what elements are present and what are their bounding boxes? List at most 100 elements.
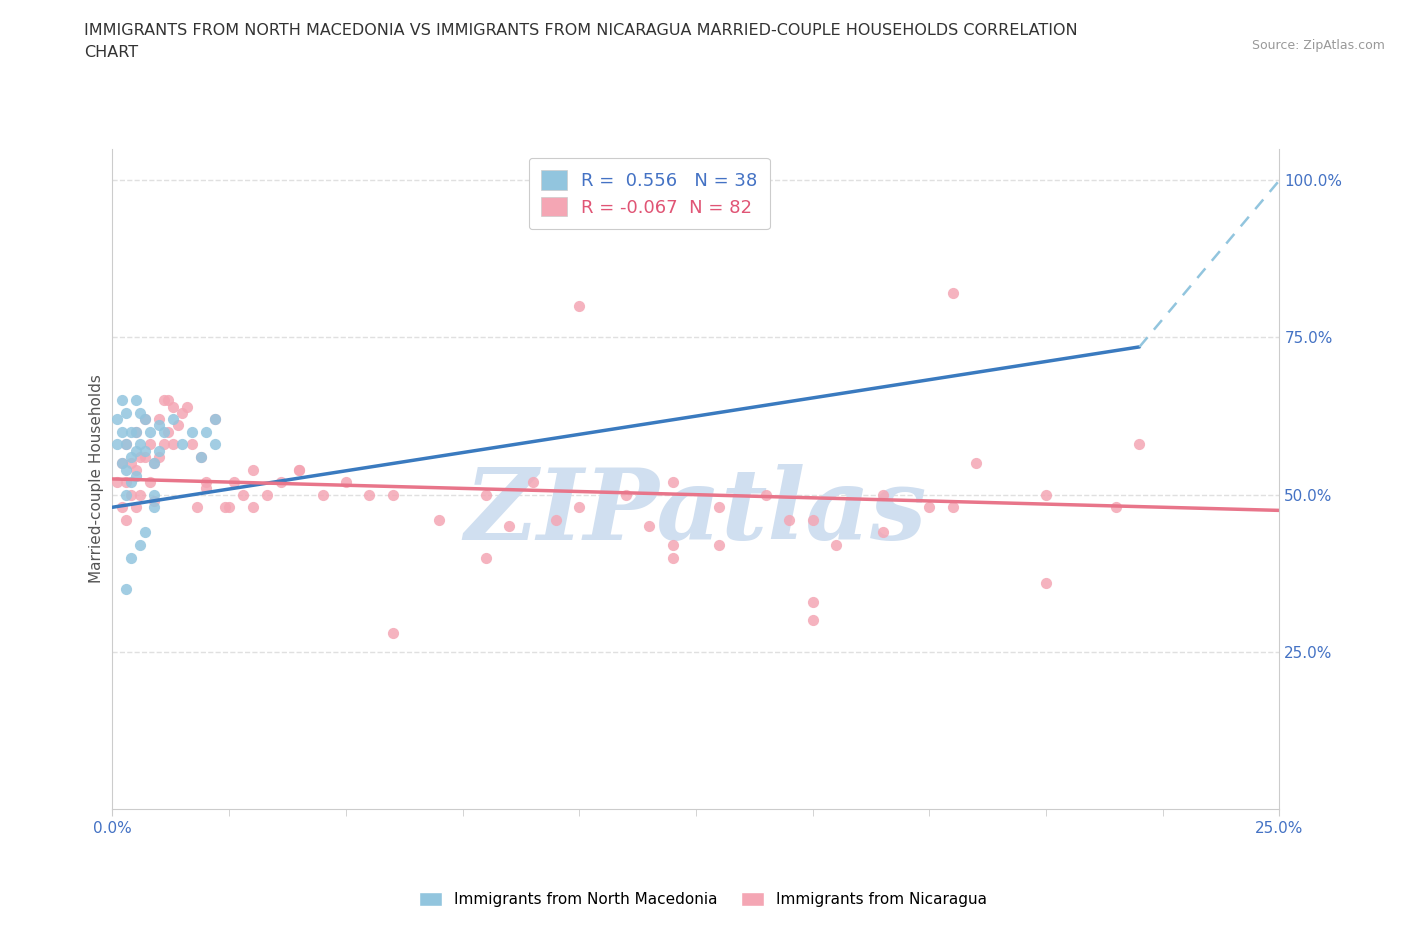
- Y-axis label: Married-couple Households: Married-couple Households: [89, 375, 104, 583]
- Point: [222, 474, 245, 489]
- Point: [801, 613, 824, 628]
- Point: [242, 499, 264, 514]
- Point: [544, 512, 567, 527]
- Point: [498, 519, 520, 534]
- Point: [148, 449, 170, 464]
- Point: [105, 412, 128, 427]
- Point: [111, 424, 134, 439]
- Point: [134, 444, 156, 458]
- Point: [190, 449, 212, 464]
- Point: [134, 412, 156, 427]
- Point: [180, 437, 202, 452]
- Point: [335, 474, 357, 489]
- Point: [125, 444, 148, 458]
- Point: [381, 487, 404, 502]
- Point: [134, 525, 156, 539]
- Point: [166, 418, 188, 433]
- Point: [661, 474, 683, 489]
- Point: [194, 481, 217, 496]
- Point: [475, 551, 498, 565]
- Point: [125, 424, 148, 439]
- Legend: R =  0.556   N = 38, R = -0.067  N = 82: R = 0.556 N = 38, R = -0.067 N = 82: [529, 158, 770, 229]
- Point: [1105, 499, 1128, 514]
- Point: [942, 499, 965, 514]
- Point: [186, 499, 208, 514]
- Text: IMMIGRANTS FROM NORTH MACEDONIA VS IMMIGRANTS FROM NICARAGUA MARRIED-COUPLE HOUS: IMMIGRANTS FROM NORTH MACEDONIA VS IMMIG…: [84, 23, 1078, 38]
- Point: [157, 424, 180, 439]
- Point: [105, 437, 128, 452]
- Point: [162, 399, 184, 414]
- Point: [115, 462, 138, 477]
- Point: [1035, 576, 1057, 591]
- Point: [204, 437, 226, 452]
- Point: [129, 487, 152, 502]
- Point: [129, 405, 152, 420]
- Point: [778, 512, 800, 527]
- Point: [872, 487, 894, 502]
- Point: [143, 494, 166, 509]
- Point: [568, 499, 591, 514]
- Point: [111, 499, 134, 514]
- Text: CHART: CHART: [84, 45, 138, 60]
- Point: [162, 412, 184, 427]
- Point: [125, 469, 148, 484]
- Point: [148, 444, 170, 458]
- Point: [129, 449, 152, 464]
- Point: [359, 487, 381, 502]
- Point: [120, 449, 142, 464]
- Point: [475, 487, 498, 502]
- Point: [194, 474, 217, 489]
- Point: [172, 405, 194, 420]
- Point: [120, 487, 142, 502]
- Point: [270, 474, 292, 489]
- Point: [148, 412, 170, 427]
- Point: [139, 474, 162, 489]
- Point: [129, 437, 152, 452]
- Legend: Immigrants from North Macedonia, Immigrants from Nicaragua: Immigrants from North Macedonia, Immigra…: [413, 885, 993, 913]
- Point: [204, 412, 226, 427]
- Point: [111, 456, 134, 471]
- Point: [942, 286, 965, 301]
- Point: [153, 437, 176, 452]
- Point: [125, 424, 148, 439]
- Point: [139, 424, 162, 439]
- Point: [918, 499, 941, 514]
- Point: [115, 487, 138, 502]
- Point: [115, 405, 138, 420]
- Point: [194, 424, 217, 439]
- Point: [153, 392, 176, 407]
- Point: [288, 462, 311, 477]
- Point: [965, 456, 987, 471]
- Point: [661, 551, 683, 565]
- Point: [134, 449, 156, 464]
- Point: [111, 392, 134, 407]
- Point: [638, 519, 661, 534]
- Point: [139, 437, 162, 452]
- Point: [801, 512, 824, 527]
- Point: [105, 474, 128, 489]
- Point: [115, 437, 138, 452]
- Point: [125, 392, 148, 407]
- Point: [125, 462, 148, 477]
- Point: [218, 499, 240, 514]
- Point: [120, 474, 142, 489]
- Text: Source: ZipAtlas.com: Source: ZipAtlas.com: [1251, 39, 1385, 52]
- Point: [204, 412, 226, 427]
- Point: [120, 456, 142, 471]
- Point: [522, 474, 544, 489]
- Point: [381, 626, 404, 641]
- Point: [115, 581, 138, 596]
- Point: [661, 538, 683, 552]
- Point: [214, 499, 236, 514]
- Point: [134, 412, 156, 427]
- Point: [120, 551, 142, 565]
- Point: [232, 487, 254, 502]
- Point: [568, 299, 591, 313]
- Point: [180, 424, 202, 439]
- Point: [143, 487, 166, 502]
- Point: [115, 437, 138, 452]
- Point: [111, 456, 134, 471]
- Point: [162, 437, 184, 452]
- Point: [755, 487, 778, 502]
- Point: [614, 487, 637, 502]
